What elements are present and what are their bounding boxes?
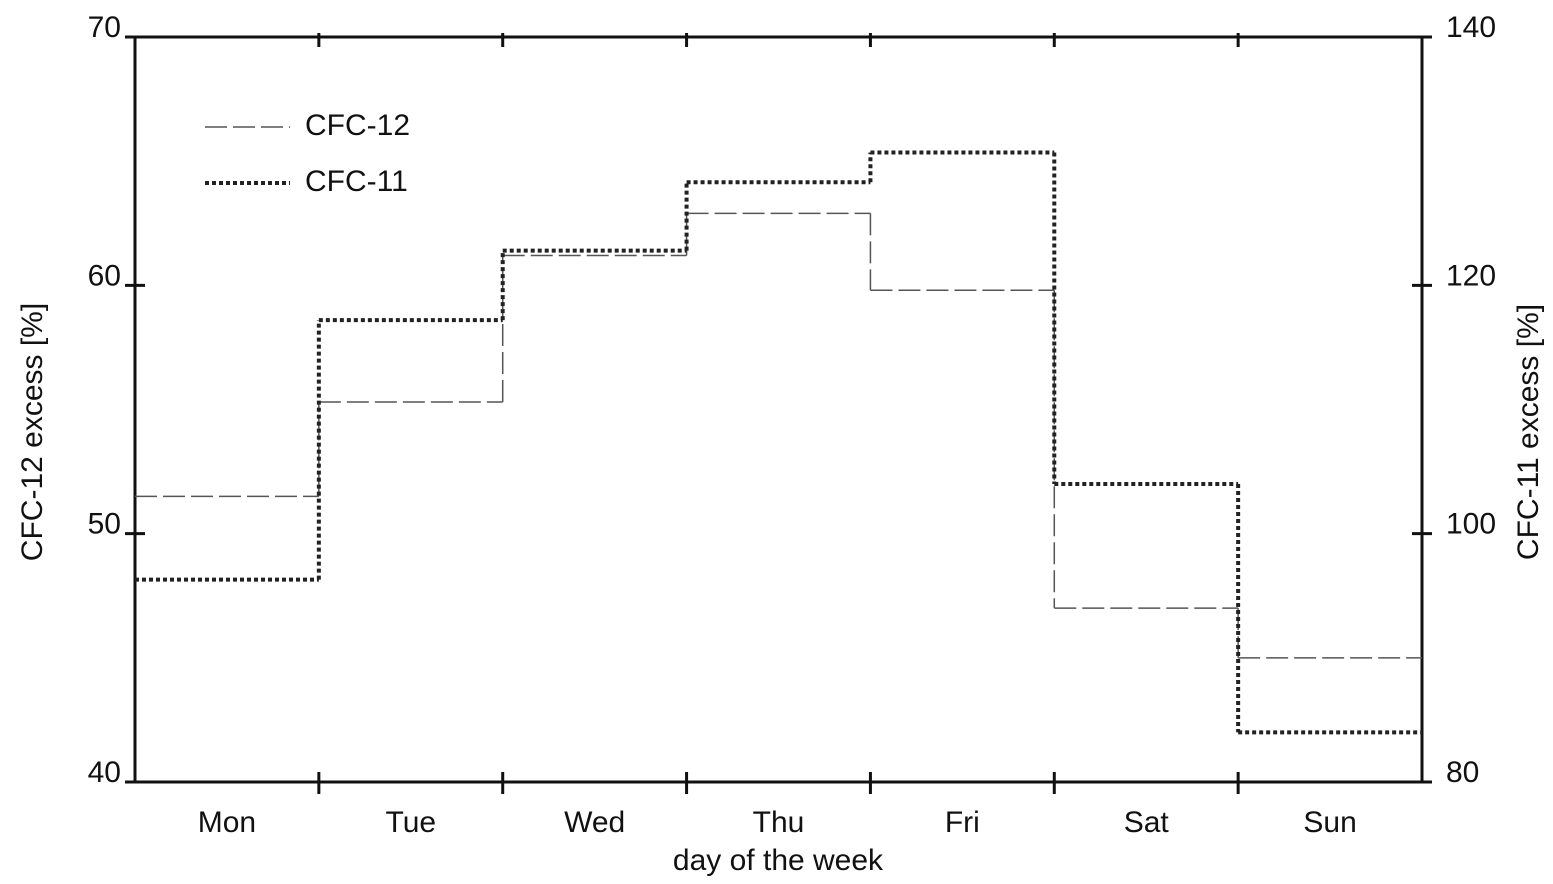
x-tick-label: Sun <box>1303 806 1356 839</box>
legend-label: CFC-12 <box>305 109 410 142</box>
y-tick-label: 60 <box>88 259 121 292</box>
y-tick-label: 40 <box>88 756 121 789</box>
y-tick-label: 50 <box>88 508 121 541</box>
y-axis-label: CFC-12 excess [%] <box>16 303 49 561</box>
x-tick-label: Sat <box>1124 806 1170 839</box>
x-tick-label: Thu <box>753 806 805 839</box>
plot-frame <box>133 35 1424 784</box>
y2-tick-label: 140 <box>1446 11 1496 44</box>
x-tick-label: Mon <box>198 806 256 839</box>
x-tick-label: Fri <box>945 806 980 839</box>
y-tick-label: 70 <box>88 11 121 44</box>
x-tick-label: Wed <box>564 806 625 839</box>
y2-axis-label: CFC-11 excess [%] <box>1512 304 1545 560</box>
x-tick-label: Tue <box>385 806 436 839</box>
x-axis-label: day of the week <box>673 844 884 877</box>
legend-label: CFC-11 <box>305 165 408 198</box>
y2-tick-label: 80 <box>1446 756 1479 789</box>
y2-tick-label: 120 <box>1446 259 1496 292</box>
y2-tick-label: 100 <box>1446 508 1496 541</box>
